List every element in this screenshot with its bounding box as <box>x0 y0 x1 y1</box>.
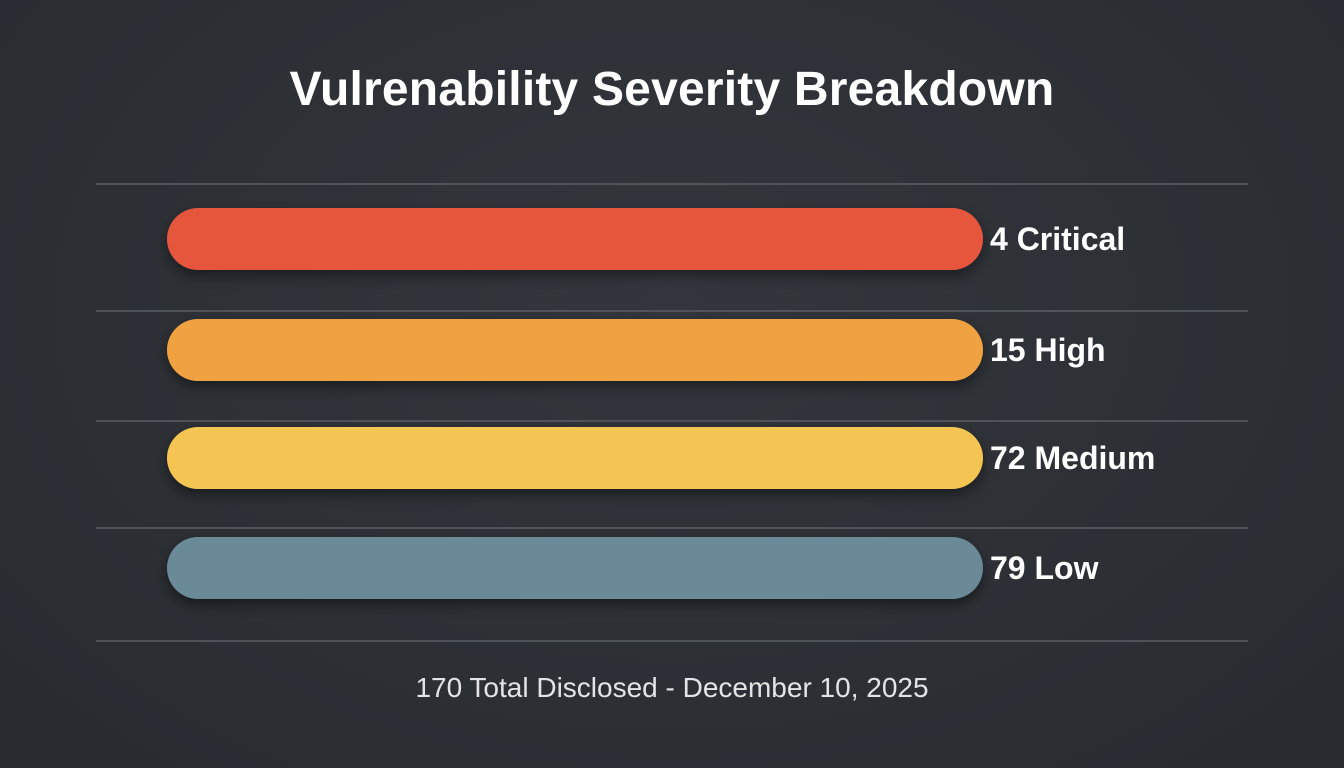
bar-high <box>167 319 983 381</box>
gridlines <box>96 183 1248 642</box>
chart-title: Vulrenability Severity Breakdown <box>289 63 1055 116</box>
bar-medium <box>167 427 983 489</box>
bar-label-critical: 4 Critical <box>990 221 1125 257</box>
chart-footer: 170 Total Disclosed - December 10, 2025 <box>415 672 929 703</box>
bar-label-medium: 72 Medium <box>990 440 1155 476</box>
bar-low <box>167 537 983 599</box>
bar-labels: 4 Critical 15 High 72 Medium 79 Low <box>990 221 1155 586</box>
bar-label-high: 15 High <box>990 332 1106 368</box>
bars <box>167 208 983 599</box>
bar-label-low: 79 Low <box>990 550 1099 586</box>
bar-critical <box>167 208 983 270</box>
